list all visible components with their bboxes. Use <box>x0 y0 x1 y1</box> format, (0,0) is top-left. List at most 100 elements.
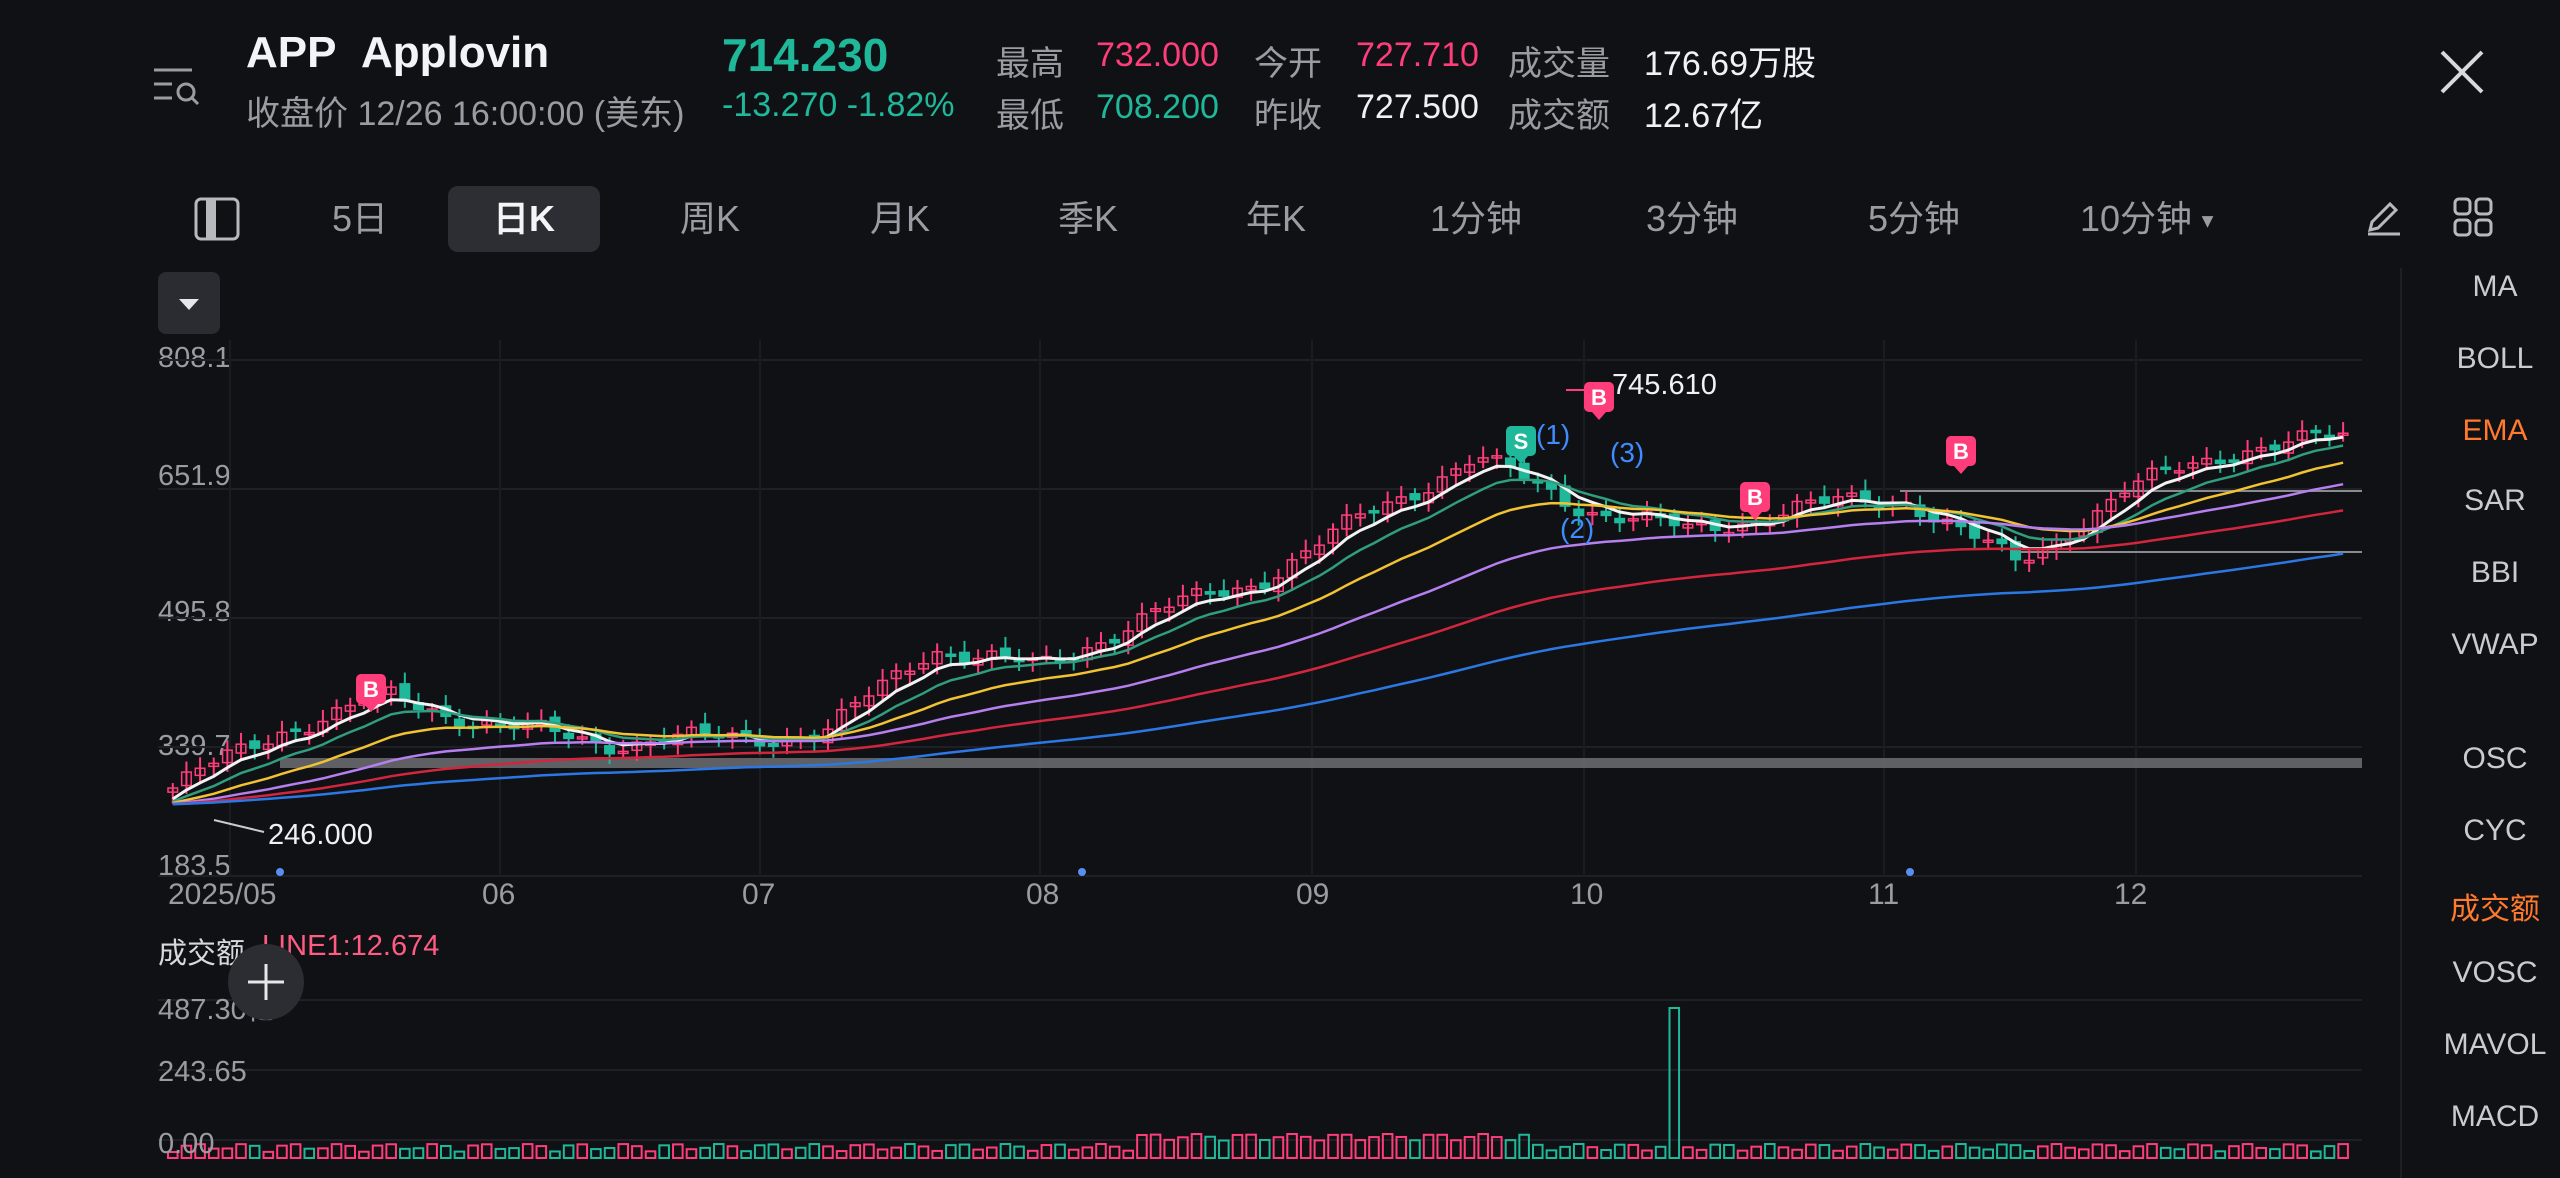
volume-bar <box>262 1150 275 1160</box>
volume-bar <box>726 1145 739 1159</box>
tab-5min[interactable]: 5分钟 <box>1867 198 1961 239</box>
candle-body <box>1491 455 1503 459</box>
volume-bar <box>945 1144 957 1160</box>
candle-body <box>2201 457 2213 465</box>
volume-bar <box>767 1143 780 1160</box>
split-view-icon[interactable] <box>192 196 242 242</box>
event-dot[interactable] <box>1078 868 1086 876</box>
volume-bar <box>590 1148 602 1160</box>
indicator-ma[interactable]: MA <box>2472 270 2518 303</box>
volume-bar <box>1313 1139 1326 1159</box>
candle-body <box>1450 468 1462 476</box>
close-icon[interactable] <box>2436 46 2488 98</box>
turnover-label: 成交额 <box>1508 97 1610 135</box>
sell-signal-marker[interactable]: S <box>1506 426 1536 464</box>
price-chart[interactable]: 745.610 246.000 B S B B B (1) <box>0 0 2400 900</box>
indicator-turnover[interactable]: 成交额 <box>2450 893 2540 926</box>
indicator-mavol[interactable]: MAVOL <box>2443 1028 2547 1061</box>
tab-weekly-k[interactable]: 周K <box>679 198 740 239</box>
volume-bar <box>2064 1146 2076 1159</box>
open-label: 今开 <box>1254 45 1322 83</box>
volume-bar <box>1996 1143 2008 1159</box>
tab-yearly-k[interactable]: 年K <box>1245 198 1306 239</box>
volume-bar <box>958 1143 971 1159</box>
x-tick-5: 10 <box>1570 878 1604 911</box>
candle-body <box>385 686 397 696</box>
candle-body <box>999 647 1011 657</box>
volume-bar <box>1777 1146 1790 1160</box>
buy-signal-marker[interactable]: B <box>1584 382 1614 420</box>
volume-bar <box>426 1143 438 1160</box>
volume-bar <box>617 1143 630 1160</box>
buy-signal-text: B <box>1953 439 1969 464</box>
volume-bar <box>1927 1149 1940 1160</box>
stock-title: APP Applovin <box>246 28 549 78</box>
indicator-bbi[interactable]: BBI <box>2470 556 2520 589</box>
buy-signal-marker[interactable]: B <box>1740 482 1770 520</box>
tab-3min[interactable]: 3分钟 <box>1645 198 1739 239</box>
candle-body <box>2255 446 2267 452</box>
indicator-vwap[interactable]: VWAP <box>2451 628 2539 661</box>
y-tick-1: 651.9 <box>158 460 231 492</box>
event-dot[interactable] <box>276 868 284 876</box>
volume-bar <box>1067 1148 1080 1160</box>
event-dot[interactable] <box>1906 868 1914 876</box>
indicator-vosc[interactable]: VOSC <box>2452 956 2538 989</box>
tab-10min[interactable]: 10分钟 ▼ <box>2080 186 2240 252</box>
indicator-cyc[interactable]: CYC <box>2463 814 2527 847</box>
tab-daily-k[interactable]: 日K <box>448 186 600 252</box>
candle-body <box>1109 638 1121 644</box>
candle-body <box>208 762 220 768</box>
candle-body <box>877 679 889 697</box>
volume-bars <box>167 1007 2349 1160</box>
candle-body <box>1586 511 1598 516</box>
volume-bar <box>904 1143 916 1159</box>
volume-bar <box>1381 1133 1394 1160</box>
volume-bar <box>194 1143 206 1159</box>
tab-5day[interactable]: 5日 <box>331 198 389 239</box>
candle-body <box>2214 459 2226 465</box>
grid-layout-icon[interactable] <box>2452 196 2494 238</box>
support-band <box>280 758 2362 768</box>
indicator-osc[interactable]: OSC <box>2462 742 2528 775</box>
candle-body <box>1395 496 1407 504</box>
tab-10min-label: 10分钟 <box>2080 198 2193 239</box>
buy-signal-marker[interactable]: B <box>356 674 386 712</box>
indicator-ema[interactable]: EMA <box>2462 414 2528 447</box>
draw-pen-icon[interactable] <box>2362 196 2404 238</box>
add-indicator-button[interactable] <box>228 944 304 1020</box>
buy-signal-marker[interactable]: B <box>1946 436 1976 474</box>
ema-line-40 <box>172 482 2344 805</box>
menu-search-icon[interactable] <box>150 64 202 108</box>
indicator-macd[interactable]: MACD <box>2450 1100 2540 1133</box>
volume-bar <box>2337 1143 2349 1159</box>
volume-bar <box>1859 1143 1872 1159</box>
volume-bar <box>480 1143 493 1159</box>
indicator-boll[interactable]: BOLL <box>2456 342 2534 375</box>
volume-bar <box>1327 1133 1339 1159</box>
volume-bar <box>521 1143 534 1159</box>
volume-bar <box>1818 1144 1831 1160</box>
volume-bar <box>1095 1143 1107 1160</box>
candle-body <box>1409 493 1421 501</box>
candle-body <box>1982 539 1994 544</box>
volume-bar <box>644 1150 657 1159</box>
volume-bar <box>494 1147 507 1160</box>
candle-body <box>2310 429 2322 434</box>
candle-body <box>1914 504 1926 518</box>
candle-body <box>1341 514 1353 530</box>
tab-quarterly-k[interactable]: 季K <box>1057 198 1118 239</box>
tab-1min[interactable]: 1分钟 <box>1429 198 1523 239</box>
candle-body <box>249 740 261 749</box>
chart-options-dropdown[interactable] <box>158 272 220 334</box>
candle-body <box>2323 434 2336 439</box>
tab-monthly-k[interactable]: 月K <box>869 198 930 239</box>
high-label: 最高 <box>996 45 1064 83</box>
wave-label-1: (1) <box>1536 419 1570 450</box>
volume-bar <box>2037 1145 2049 1160</box>
volume-bar <box>1272 1136 1285 1160</box>
volume-bar <box>1299 1135 1312 1159</box>
volume-bar <box>1136 1133 1148 1160</box>
candle-body <box>1136 613 1148 632</box>
indicator-sar[interactable]: SAR <box>2464 484 2526 517</box>
